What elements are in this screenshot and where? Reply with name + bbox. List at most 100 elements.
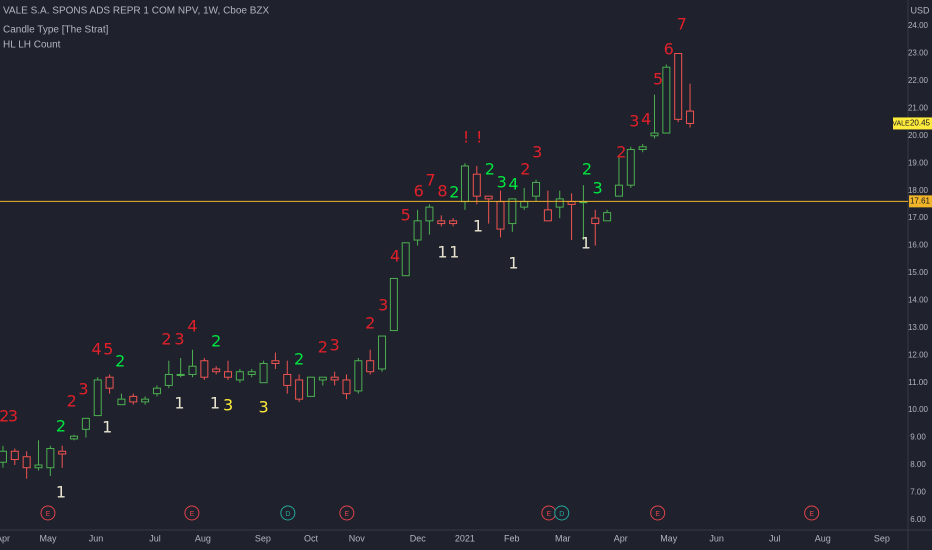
candle-body xyxy=(105,376,114,389)
count-label: 6 xyxy=(414,182,424,201)
y-tick-label: 22.00 xyxy=(908,76,929,85)
count-label: 2 xyxy=(365,313,375,332)
y-tick-label: 13.00 xyxy=(908,323,929,332)
candle-body xyxy=(366,360,375,373)
candle-body xyxy=(567,201,576,205)
x-tick-label: May xyxy=(660,533,678,543)
indicator-label: HL LH Count xyxy=(3,40,61,51)
candle-body xyxy=(603,212,612,222)
count-label: 2 xyxy=(115,352,125,371)
count-label: 1 xyxy=(102,417,112,436)
candle-body xyxy=(686,110,695,124)
count-label: 3 xyxy=(258,397,268,416)
count-label: 4 xyxy=(187,316,197,335)
count-label: 5 xyxy=(653,70,663,89)
chart-title: VALE S.A. SPONS ADS REPR 1 COM NPV, 1W, … xyxy=(3,6,270,17)
candle-body xyxy=(152,387,161,395)
count-label: 4 xyxy=(508,174,518,193)
count-label: 3 xyxy=(78,380,88,399)
count-label: 3 xyxy=(593,179,603,198)
count-label: 3 xyxy=(330,335,340,354)
candle-body xyxy=(460,165,469,203)
candle-body xyxy=(520,201,529,208)
count-label: ! xyxy=(463,127,469,146)
candle-body xyxy=(58,450,67,455)
count-label: 7 xyxy=(426,171,436,190)
count-label: 2 xyxy=(294,349,304,368)
count-label: 2 xyxy=(520,160,530,179)
count-label: 2 xyxy=(67,391,77,410)
candle-body xyxy=(318,376,327,381)
x-tick-label: Apr xyxy=(0,533,10,543)
x-tick-label: Feb xyxy=(504,533,520,543)
y-tick-label: 18.00 xyxy=(908,186,929,195)
y-tick-label: 8.00 xyxy=(910,460,926,469)
candle-body xyxy=(638,146,647,151)
x-tick-label: Sep xyxy=(255,533,271,543)
event-label: D xyxy=(285,511,290,518)
candle-body xyxy=(342,379,351,395)
event-marker xyxy=(280,505,296,521)
count-label: 3 xyxy=(174,329,184,348)
x-tick-label: Apr xyxy=(614,533,628,543)
x-tick-label: Aug xyxy=(815,533,831,543)
event-marker xyxy=(40,505,56,521)
candle-body xyxy=(401,242,410,277)
indicator-label: Candle Type [The Strat] xyxy=(3,25,109,36)
y-tick-label: 21.00 xyxy=(908,103,929,112)
event-marker xyxy=(184,505,200,521)
y-tick-label: 15.00 xyxy=(908,268,929,277)
y-tick-label: 6.00 xyxy=(910,515,926,524)
count-label: 1 xyxy=(437,242,447,261)
event-label: E xyxy=(345,511,350,518)
event-label: E xyxy=(655,511,660,518)
count-label: 2 xyxy=(616,143,626,162)
count-label: 4 xyxy=(390,247,400,266)
candle-body xyxy=(650,132,659,137)
x-tick-label: Jun xyxy=(89,533,104,543)
candle-body xyxy=(200,360,209,378)
candle-body xyxy=(34,464,43,469)
count-label: 2 xyxy=(161,329,171,348)
event-label: E xyxy=(46,511,51,518)
count-label: 7 xyxy=(677,14,687,33)
y-tick-label: 11.00 xyxy=(908,378,928,387)
candle-body xyxy=(0,450,7,463)
candle-body xyxy=(22,456,31,469)
x-tick-label: Jul xyxy=(149,533,161,543)
candle-body xyxy=(81,417,90,430)
candle-body xyxy=(674,52,683,120)
candle-body xyxy=(117,398,126,406)
candle-body xyxy=(247,371,256,375)
y-tick-label: 24.00 xyxy=(908,21,929,30)
price-tag-label: 17.61 xyxy=(910,196,931,205)
candle-body xyxy=(425,206,434,222)
candle-body xyxy=(70,435,79,440)
x-tick-label: 2021 xyxy=(455,533,475,543)
x-tick-label: Jun xyxy=(709,533,724,543)
symbol-label: VALE xyxy=(892,120,910,127)
event-label: E xyxy=(546,511,551,518)
candle-body xyxy=(283,373,292,386)
event-label: E xyxy=(190,511,195,518)
candle-body xyxy=(472,173,481,197)
count-label: 2 xyxy=(211,332,221,351)
candle-body xyxy=(591,217,600,225)
y-tick-label: 12.00 xyxy=(908,350,929,359)
event-marker xyxy=(650,505,666,521)
candle-body xyxy=(437,220,446,225)
candle-body xyxy=(378,335,387,370)
candle-body xyxy=(188,365,197,375)
event-marker xyxy=(339,505,355,521)
count-label: 2 xyxy=(485,160,495,179)
event-label: D xyxy=(559,511,564,518)
candle-body xyxy=(46,448,55,469)
candle-body xyxy=(555,198,564,208)
count-label: 1 xyxy=(581,233,591,252)
count-label: 6 xyxy=(664,39,674,58)
count-label: 1 xyxy=(174,394,184,413)
x-tick-label: Nov xyxy=(349,533,366,543)
candle-body xyxy=(496,201,505,230)
